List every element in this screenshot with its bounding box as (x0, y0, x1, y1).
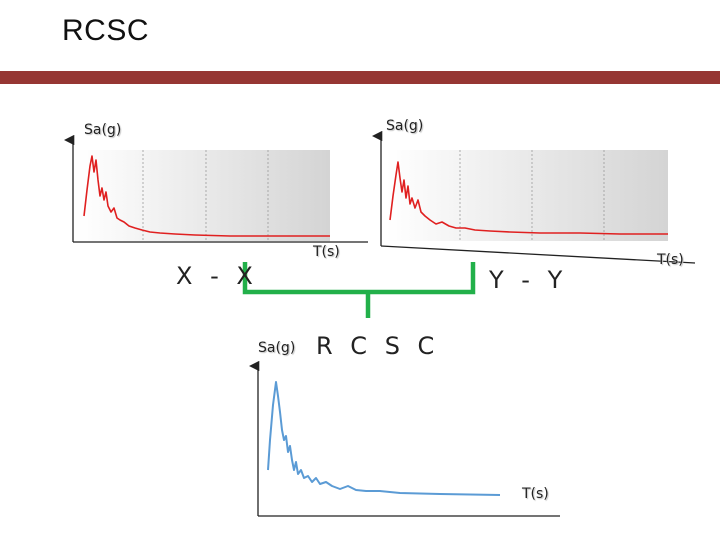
y-spectrum-panel (381, 136, 695, 263)
y-sa-axis-label: Sa(g) (386, 118, 423, 134)
x-time-axis-label: T(s) (313, 244, 340, 260)
y-plot-background (386, 150, 668, 241)
rcsc-spectrum-line (268, 382, 500, 495)
y-time-axis-label: T(s) (657, 252, 684, 268)
x-direction-label: X - X (176, 262, 258, 290)
x-spectrum-panel (73, 140, 368, 242)
x-sa-axis-label: Sa(g) (84, 122, 121, 138)
x-plot-background (78, 150, 330, 241)
y-direction-label: Y - Y (489, 266, 567, 294)
combine-bracket (245, 262, 473, 318)
rcsc-sa-axis-label: Sa(g) (258, 340, 295, 356)
rcsc-label: R C S C (316, 332, 439, 360)
rcsc-time-axis-label: T(s) (522, 486, 549, 502)
y-axis-time (381, 246, 695, 263)
rcsc-spectrum-panel (258, 366, 560, 516)
